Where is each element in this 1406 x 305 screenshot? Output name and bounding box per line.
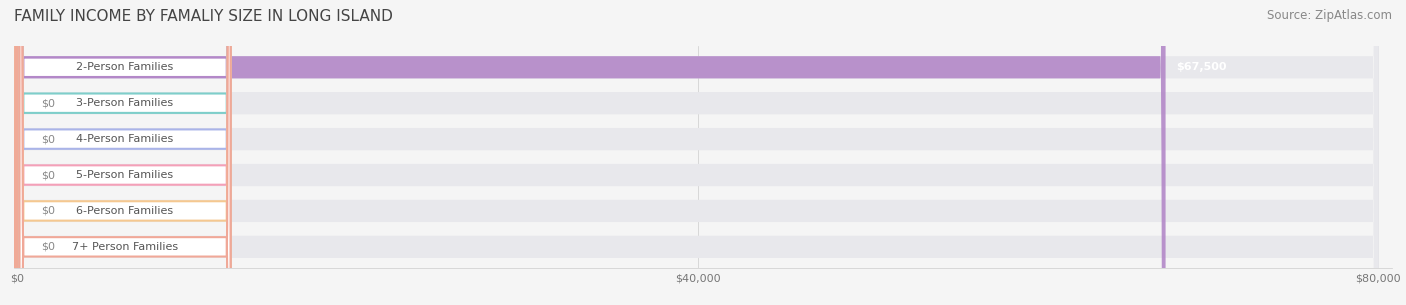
FancyBboxPatch shape: [13, 0, 22, 305]
FancyBboxPatch shape: [20, 0, 231, 305]
Text: $67,500: $67,500: [1177, 62, 1227, 72]
FancyBboxPatch shape: [17, 0, 1378, 305]
FancyBboxPatch shape: [20, 0, 231, 305]
FancyBboxPatch shape: [20, 0, 231, 305]
FancyBboxPatch shape: [17, 0, 1378, 305]
FancyBboxPatch shape: [13, 0, 22, 305]
FancyBboxPatch shape: [20, 0, 231, 305]
Text: 5-Person Families: 5-Person Families: [76, 170, 173, 180]
FancyBboxPatch shape: [17, 0, 1378, 305]
Text: $0: $0: [41, 170, 55, 180]
FancyBboxPatch shape: [17, 0, 1378, 305]
FancyBboxPatch shape: [13, 0, 22, 305]
FancyBboxPatch shape: [17, 0, 1378, 305]
Text: Source: ZipAtlas.com: Source: ZipAtlas.com: [1267, 9, 1392, 22]
Text: 3-Person Families: 3-Person Families: [76, 98, 173, 108]
FancyBboxPatch shape: [20, 0, 231, 305]
FancyBboxPatch shape: [13, 0, 22, 305]
FancyBboxPatch shape: [13, 0, 22, 305]
Text: 2-Person Families: 2-Person Families: [76, 62, 174, 72]
Text: $0: $0: [41, 206, 55, 216]
Text: 4-Person Families: 4-Person Families: [76, 134, 174, 144]
Text: $0: $0: [41, 134, 55, 144]
Text: $0: $0: [41, 242, 55, 252]
Text: 7+ Person Families: 7+ Person Families: [72, 242, 179, 252]
FancyBboxPatch shape: [17, 0, 1166, 305]
FancyBboxPatch shape: [20, 0, 231, 305]
Text: $0: $0: [41, 98, 55, 108]
Text: FAMILY INCOME BY FAMALIY SIZE IN LONG ISLAND: FAMILY INCOME BY FAMALIY SIZE IN LONG IS…: [14, 9, 392, 24]
Text: 6-Person Families: 6-Person Families: [76, 206, 173, 216]
FancyBboxPatch shape: [17, 0, 1378, 305]
